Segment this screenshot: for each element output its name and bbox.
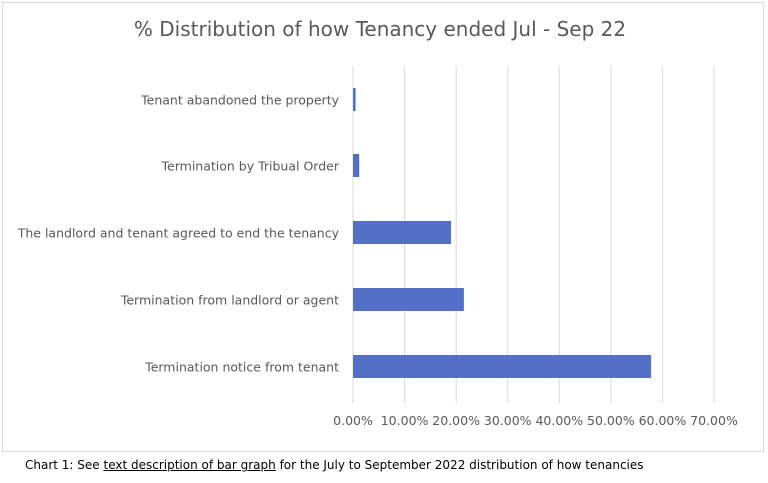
x-tick-label: 40.00% <box>535 413 583 428</box>
bars <box>353 88 652 378</box>
chart-caption: Chart 1: See text description of bar gra… <box>25 458 644 472</box>
bar <box>353 88 356 111</box>
x-tick-label: 10.00% <box>381 413 429 428</box>
caption-suffix: for the July to September 2022 distribut… <box>275 458 644 472</box>
text-description-link[interactable]: text description of bar graph <box>103 458 276 472</box>
x-tick-label: 70.00% <box>690 413 738 428</box>
category-label: Termination notice from tenant <box>144 360 339 375</box>
bar <box>353 288 464 311</box>
bar <box>353 221 451 244</box>
category-labels: Tenant abandoned the property Termination… <box>17 93 340 375</box>
bar-chart: % Distribution of how Tenancy ended Jul … <box>17 17 738 428</box>
x-tick-label: 0.00% <box>333 413 373 428</box>
x-tick-label: 30.00% <box>484 413 532 428</box>
chart-title: % Distribution of how Tenancy ended Jul … <box>134 17 626 41</box>
category-label: Termination by Tribual Order <box>161 159 340 174</box>
category-label: Termination from landlord or agent <box>120 293 339 308</box>
bar <box>353 154 360 177</box>
x-axis-tick-labels: 0.00% 10.00% 20.00% 30.00% 40.00% 50.00% 60.00… <box>333 413 738 428</box>
caption-prefix: Chart 1: See <box>25 458 104 472</box>
x-tick-label: 20.00% <box>432 413 480 428</box>
category-label: Tenant abandoned the property <box>140 93 339 108</box>
x-tick-label: 50.00% <box>587 413 635 428</box>
gridlines <box>352 66 715 403</box>
category-label: The landlord and tenant agreed to end th… <box>17 226 340 241</box>
chart-area: % Distribution of how Tenancy ended Jul … <box>2 2 764 452</box>
x-tick-label: 60.00% <box>639 413 687 428</box>
bar <box>353 355 652 378</box>
